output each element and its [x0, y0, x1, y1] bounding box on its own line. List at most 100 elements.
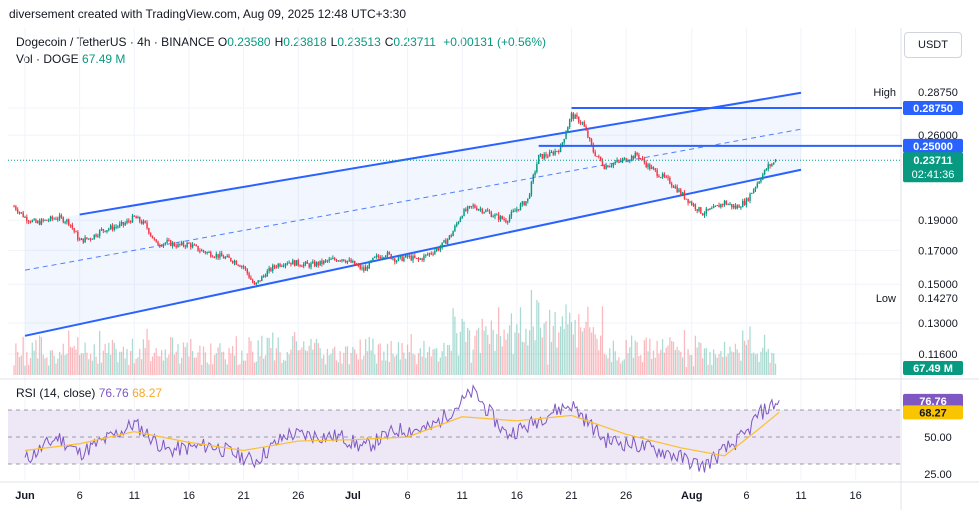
candle-body: [379, 256, 381, 259]
candle-body: [638, 154, 640, 159]
candle-body: [37, 220, 39, 223]
volume-bar: [17, 351, 19, 375]
candle-body: [623, 158, 626, 160]
channel-upper-line: [79, 91, 802, 216]
candle-body: [479, 208, 482, 210]
volume-bar: [42, 354, 44, 375]
candle-body: [146, 222, 148, 229]
volume-bar: [359, 339, 361, 375]
candle-body: [670, 183, 673, 186]
currency-button[interactable]: USDT: [904, 32, 962, 58]
volume-bar: [257, 340, 259, 375]
candle-body: [397, 257, 400, 261]
volume-bar: [179, 363, 181, 375]
volume-bar: [661, 339, 664, 375]
rsi-tick-25: 25.00: [924, 469, 952, 481]
candle-body: [547, 156, 549, 158]
candle-body: [760, 179, 762, 182]
volume-bar: [186, 342, 188, 375]
candle-body: [297, 260, 299, 266]
volume-bar: [395, 354, 398, 375]
candle-body: [324, 260, 327, 262]
candle-body: [466, 206, 469, 212]
volume-bar: [66, 353, 68, 375]
volume-bars: [13, 290, 777, 375]
candle-body: [219, 253, 221, 258]
volume-bar: [124, 358, 126, 375]
volume-bar: [692, 366, 695, 375]
candle-body: [335, 259, 338, 262]
volume-bar: [383, 351, 385, 375]
volume-bar: [459, 331, 462, 375]
volume-bar: [385, 360, 387, 375]
volume-bar: [164, 349, 166, 375]
candle-body: [661, 173, 664, 178]
candle-body: [62, 217, 64, 223]
volume-bar: [375, 363, 378, 375]
volume-bar: [37, 358, 39, 375]
volume-bar: [685, 366, 687, 375]
candle-body: [694, 204, 697, 210]
candle-body: [559, 145, 562, 153]
candle-body: [241, 266, 243, 268]
candle-body: [459, 218, 462, 222]
volume-bar: [303, 341, 305, 375]
candle-body: [273, 265, 276, 267]
candle-body: [319, 260, 321, 266]
volume-bar: [419, 348, 421, 375]
volume-bar: [299, 349, 301, 375]
candle-body: [683, 192, 686, 199]
rsi-ma-badge: 68.27: [919, 407, 947, 419]
candle-body: [26, 217, 28, 222]
rsi-legend: RSI (14, close) 76.76 68.27: [16, 386, 162, 400]
volume-bar: [716, 357, 718, 375]
volume-bar: [184, 347, 186, 375]
volume-bar: [388, 361, 390, 375]
volume-bar: [301, 347, 303, 375]
volume-bar: [614, 351, 616, 375]
candle-body: [142, 220, 145, 224]
volume-bar: [128, 364, 130, 375]
price-levels: [8, 107, 902, 161]
candle-body: [618, 160, 620, 162]
candle-body: [55, 218, 57, 220]
volume-label: Vol · DOGE: [16, 52, 79, 66]
grid-lines: [0, 28, 979, 510]
candle-body: [627, 161, 629, 163]
volume-bar: [758, 361, 760, 375]
candle-body: [18, 212, 21, 214]
volume-bar: [452, 308, 454, 375]
candle-body: [264, 275, 267, 277]
volume-bar: [403, 352, 405, 375]
candle-body: [71, 225, 74, 229]
volume-bar: [538, 302, 540, 375]
candle-body: [762, 174, 764, 180]
candle-body: [636, 152, 638, 155]
candle-body: [578, 116, 580, 123]
candle-body: [687, 198, 689, 203]
volume-bar: [20, 355, 22, 375]
candle-body: [91, 238, 94, 240]
volume-bar: [448, 344, 451, 375]
volume-bar: [226, 364, 228, 375]
low-value: 0.14270: [918, 293, 958, 305]
volume-bar: [173, 354, 176, 375]
candle-body: [610, 165, 613, 167]
candle-body: [357, 264, 360, 266]
candle-body: [149, 233, 152, 236]
candle-body: [199, 250, 201, 252]
volume-bar: [60, 354, 63, 375]
candle-body: [179, 243, 181, 245]
candle-body: [268, 267, 270, 271]
volume-bar: [390, 341, 392, 375]
candle-body: [230, 257, 232, 262]
time-tick-label: 21: [565, 490, 577, 502]
candle-body: [452, 231, 454, 237]
volume-bar: [58, 351, 61, 375]
volume-bar: [109, 354, 112, 375]
candle-body: [82, 238, 85, 243]
volume-bar: [616, 360, 618, 375]
candle-body: [118, 223, 121, 227]
volume-bar: [295, 341, 298, 375]
